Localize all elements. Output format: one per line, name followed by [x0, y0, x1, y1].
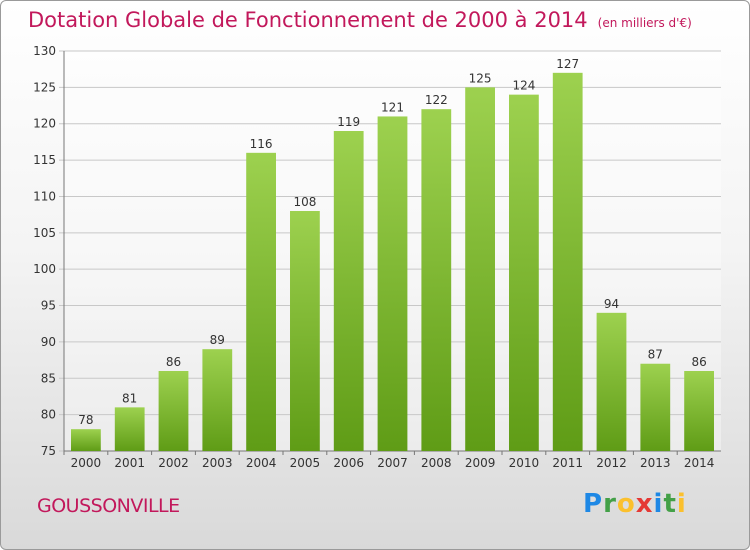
- logo-letter: r: [603, 489, 617, 519]
- y-tick-label: 105: [33, 226, 56, 240]
- bar: [246, 152, 276, 451]
- y-tick-label: 80: [41, 408, 56, 422]
- y-tick-label: 130: [33, 44, 56, 58]
- city-name: GOUSSONVILLE: [37, 495, 180, 517]
- x-tick-label: 2003: [202, 456, 233, 470]
- bar-value-label: 86: [166, 355, 181, 369]
- bar-value-label: 108: [293, 195, 316, 209]
- bar: [158, 371, 189, 451]
- title-text: Dotation Globale de Fonctionnement de 20…: [28, 8, 588, 32]
- bar-value-label: 78: [78, 413, 93, 427]
- bar: [684, 371, 714, 451]
- y-tick-label: 110: [33, 189, 56, 203]
- x-tick-label: 2000: [71, 456, 102, 470]
- x-tick-label: 2012: [596, 456, 627, 470]
- x-tick-label: 2013: [640, 456, 671, 470]
- proxiti-logo: Proxiti: [583, 489, 687, 519]
- x-tick-label: 2014: [684, 456, 715, 470]
- x-tick-label: 2002: [158, 456, 189, 470]
- x-tick-label: 2004: [246, 456, 277, 470]
- logo-letter: i: [653, 489, 664, 519]
- bar: [290, 211, 320, 451]
- logo-letter: i: [676, 489, 687, 519]
- logo-letter: x: [635, 489, 654, 519]
- bar-value-label: 127: [556, 57, 579, 71]
- logo-letter: o: [616, 489, 636, 519]
- bar: [333, 131, 364, 451]
- bar: [114, 407, 145, 451]
- logo-letter: P: [583, 489, 604, 519]
- bar: [202, 349, 233, 451]
- y-tick-label: 75: [41, 444, 56, 458]
- x-tick-label: 2011: [552, 456, 583, 470]
- logo-letter: t: [663, 489, 677, 519]
- bar: [596, 312, 627, 451]
- bar-value-label: 81: [122, 391, 137, 405]
- y-tick-label: 95: [41, 299, 56, 313]
- chart-title: Dotation Globale de Fonctionnement de 20…: [28, 8, 692, 32]
- bar-value-label: 125: [469, 71, 492, 85]
- bar-value-label: 116: [250, 137, 273, 151]
- bar: [509, 94, 539, 452]
- x-tick-label: 2007: [377, 456, 408, 470]
- bar-value-label: 94: [604, 297, 619, 311]
- bar: [552, 72, 583, 452]
- bar: [377, 116, 408, 452]
- x-tick-label: 2008: [421, 456, 452, 470]
- y-tick-label: 90: [41, 335, 56, 349]
- y-tick-label: 100: [33, 262, 56, 276]
- x-tick-label: 2009: [465, 456, 496, 470]
- unit-label: (en milliers d'€): [597, 16, 692, 30]
- bar-value-label: 119: [337, 115, 360, 129]
- y-tick-label: 115: [33, 153, 56, 167]
- bar-value-label: 89: [210, 333, 225, 347]
- x-tick-label: 2010: [509, 456, 540, 470]
- bar: [640, 363, 671, 451]
- bar: [421, 109, 452, 451]
- bar-value-label: 121: [381, 100, 404, 114]
- bar-value-label: 124: [512, 79, 535, 93]
- x-tick-label: 2005: [290, 456, 321, 470]
- bar: [465, 87, 495, 451]
- y-tick-label: 85: [41, 371, 56, 385]
- bar: [71, 429, 101, 451]
- bar-value-label: 122: [425, 93, 448, 107]
- x-tick-label: 2001: [114, 456, 145, 470]
- y-tick-label: 120: [33, 117, 56, 131]
- x-tick-label: 2006: [333, 456, 364, 470]
- y-tick-label: 125: [33, 80, 56, 94]
- bar-value-label: 86: [691, 355, 706, 369]
- bar-value-label: 87: [648, 348, 663, 362]
